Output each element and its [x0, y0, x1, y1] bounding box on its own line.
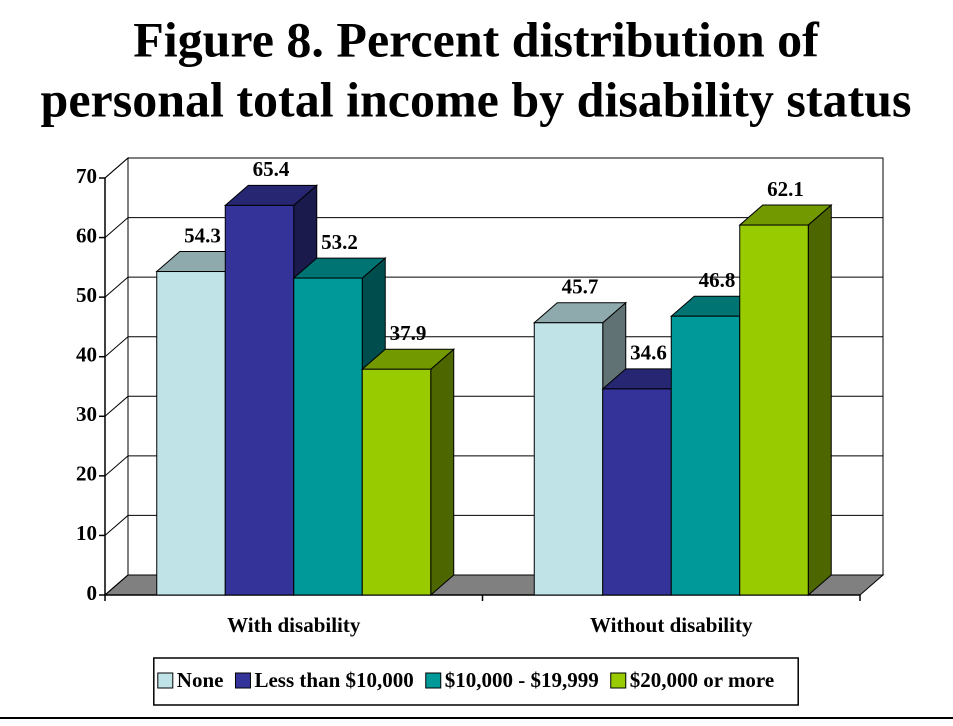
y-tick-label: 20 [76, 462, 97, 486]
legend: None Less than $10,000 $10,000 - $19,999 $2… [153, 657, 799, 706]
y-tick-label: 40 [76, 343, 97, 367]
value-label: 34.6 [630, 341, 667, 365]
value-label: 53.2 [321, 230, 358, 254]
value-label: 45.7 [562, 275, 599, 299]
bar [360, 348, 456, 597]
y-tick-label: 70 [76, 164, 97, 188]
bar-front [670, 315, 741, 596]
y-tick-label: 30 [76, 402, 97, 426]
grid-line [104, 336, 129, 358]
legend-swatch [610, 672, 627, 689]
value-label: 54.3 [184, 223, 221, 247]
value-label: 62.1 [767, 177, 804, 201]
legend-label: None [177, 668, 224, 692]
legend-label: Less than $10,000 [254, 668, 413, 692]
value-label: 65.4 [253, 157, 290, 181]
bar-front [361, 368, 432, 596]
bar [738, 203, 833, 597]
chart-title: personal total income by disability stat… [41, 71, 912, 127]
y-tick-label: 0 [87, 581, 98, 605]
legend-swatch [234, 672, 251, 689]
legend-label: $10,000 - $19,999 [445, 668, 599, 692]
grid-line [104, 157, 129, 179]
bar-front [602, 388, 672, 596]
legend-swatch [157, 672, 174, 689]
y-tick-label: 50 [76, 283, 97, 307]
grid-line [104, 455, 129, 477]
grid-line [104, 395, 129, 417]
bar-front [156, 271, 226, 596]
value-label: 46.8 [699, 268, 736, 292]
legend-label: $20,000 or more [630, 668, 774, 692]
side-wall [104, 156, 129, 597]
chart-title: Figure 8. Percent distribution of [133, 11, 820, 67]
y-tick-label: 10 [76, 521, 97, 545]
bar-front [739, 224, 809, 596]
bar-side [807, 203, 832, 597]
bar-front [293, 277, 363, 596]
bar-side [430, 348, 455, 597]
x-tick-label: With disability [227, 613, 361, 637]
grid-line [104, 276, 129, 298]
grid-line [104, 574, 129, 596]
legend-box [153, 657, 799, 706]
legend-swatch [425, 672, 442, 689]
y-tick-label: 60 [76, 223, 97, 247]
value-label: 37.9 [390, 321, 427, 345]
bar-front [224, 204, 295, 596]
x-tick-label: Without disability [590, 613, 753, 637]
grid-line [104, 217, 129, 238]
grid-line [104, 515, 129, 536]
bar-front [533, 322, 604, 596]
